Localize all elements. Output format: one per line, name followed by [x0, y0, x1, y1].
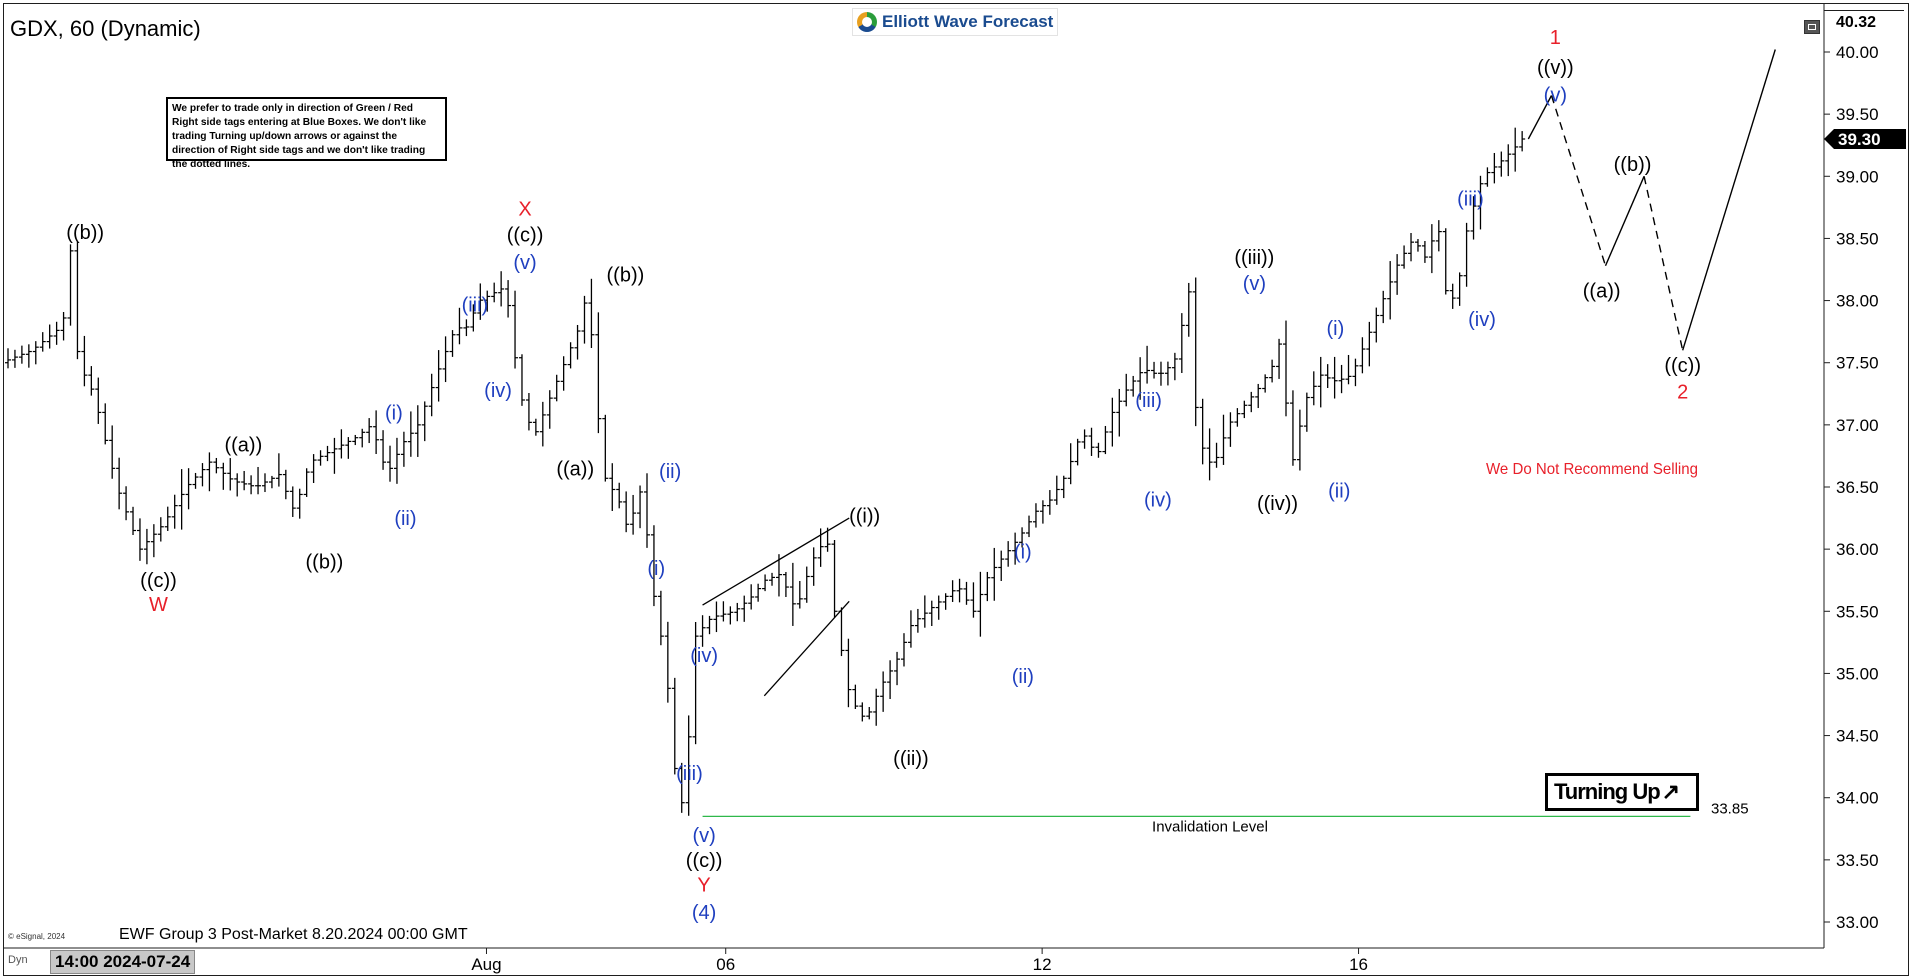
wave-label: (iv)	[1468, 309, 1496, 331]
wave-label: ((a))	[556, 458, 594, 480]
recommendation-text: We Do Not Recommend Selling	[1486, 461, 1698, 478]
y-tick-label: 34.00	[1836, 789, 1879, 808]
projection-solid-segment	[1527, 95, 1553, 140]
y-tick-label: 37.50	[1836, 354, 1879, 373]
wave-label: (iv)	[1144, 489, 1172, 511]
wave-label: (iii)	[462, 294, 489, 316]
y-high-divider	[1824, 10, 1904, 11]
dyn-label: Dyn	[8, 954, 28, 966]
wave-label: ((b))	[1614, 154, 1652, 176]
wave-label: X	[518, 199, 531, 221]
cursor-time-readout: 14:00 2024-07-24	[50, 950, 196, 974]
wave-label: (4)	[692, 902, 716, 924]
logo-swoosh-icon	[857, 12, 877, 32]
wave-label: (v)	[692, 825, 715, 847]
last-price-tag: 39.30	[1824, 129, 1906, 149]
y-tick-label: 33.00	[1836, 913, 1879, 932]
wave-label: (ii)	[1328, 481, 1350, 503]
wave-label: (ii)	[659, 461, 681, 483]
wave-label: (i)	[1327, 318, 1345, 340]
x-tick-label: 16	[1349, 955, 1368, 974]
turning-up-badge: Turning Up↗	[1545, 773, 1699, 811]
wave-label: ((iv))	[1257, 493, 1298, 515]
y-tick-label: 39.50	[1836, 105, 1879, 124]
wave-label: (i)	[647, 558, 665, 580]
wave-label: (v)	[513, 252, 536, 274]
invalidation-text: Invalidation Level	[1152, 818, 1268, 835]
wave-label: 2	[1677, 381, 1688, 403]
wave-label: ((b))	[607, 264, 645, 286]
channel-line	[702, 517, 850, 606]
x-tick-label: 12	[1033, 955, 1052, 974]
diagonal-channel	[702, 517, 850, 697]
projection-dashed-segment	[1643, 176, 1684, 351]
y-tick-label: 35.00	[1836, 664, 1879, 683]
wave-label: ((c))	[686, 850, 723, 872]
chart-symbol-title: GDX, 60 (Dynamic)	[10, 16, 201, 41]
channel-line	[763, 600, 850, 697]
chart-footer-title: EWF Group 3 Post-Market 8.20.2024 00:00 …	[119, 926, 468, 943]
y-tick-label: 38.50	[1836, 229, 1879, 248]
last-price-tag-shape	[1824, 129, 1906, 149]
turning-up-label: Turning Up	[1554, 779, 1661, 804]
wave-label: ((a))	[1583, 281, 1621, 303]
wave-label: ((ii))	[893, 748, 929, 770]
wave-label: (iv)	[484, 380, 512, 402]
invalidation-value-label: 33.85	[1711, 800, 1749, 817]
last-price-tag-label: 39.30	[1838, 130, 1881, 149]
wave-label: W	[149, 594, 168, 616]
wave-label: (ii)	[394, 508, 416, 530]
projection-solid-segment	[1682, 49, 1776, 351]
y-tick-label: 35.50	[1836, 602, 1879, 621]
brand-logo: Elliott Wave Forecast	[852, 8, 1059, 36]
y-high-label: 40.32	[1836, 14, 1876, 31]
wave-label: ((c))	[1664, 355, 1701, 377]
window-restore-icon[interactable]	[1804, 20, 1820, 34]
projection-solid-segment	[1604, 176, 1645, 267]
projection-dashed-segment	[1550, 95, 1607, 266]
x-tick-label: 06	[716, 955, 735, 974]
y-tick-label: 36.00	[1836, 540, 1879, 559]
wave-label: ((v))	[1537, 57, 1574, 79]
wave-label: ((c))	[507, 225, 544, 247]
x-tick-label: Aug	[471, 955, 501, 974]
wave-label: (iii)	[1135, 390, 1162, 412]
wave-label: ((a))	[224, 435, 262, 457]
wave-label: ((c))	[140, 570, 177, 592]
wave-label: 1	[1550, 27, 1561, 49]
y-tick-label: 38.00	[1836, 292, 1879, 311]
price-bars	[5, 127, 1526, 816]
wave-label: (v)	[1544, 84, 1567, 106]
wave-label: (iii)	[1457, 189, 1484, 211]
wave-label: (v)	[1243, 273, 1266, 295]
wave-label: (i)	[385, 402, 403, 424]
wave-label: (iv)	[690, 645, 718, 667]
wave-label: ((b))	[66, 222, 104, 244]
trading-disclaimer-box: We prefer to trade only in direction of …	[166, 97, 447, 170]
esignal-copyright: © eSignal, 2024	[8, 932, 66, 941]
x-axis-ticks: Aug 06 12 16	[471, 948, 1368, 974]
wave-labels: ((b))((c))W((a))((b))(i)(ii)(iii)(iv)X((…	[66, 27, 1701, 924]
wave-label: (ii)	[1012, 666, 1034, 688]
y-tick-label: 40.00	[1836, 43, 1879, 62]
y-tick-label: 36.50	[1836, 478, 1879, 497]
projection-path	[1527, 49, 1776, 351]
y-tick-label: 34.50	[1836, 727, 1879, 746]
y-tick-label: 37.00	[1836, 416, 1879, 435]
arrow-up-right-icon: ↗	[1661, 779, 1680, 804]
y-axis-ticks: 33.00 33.50 34.00 34.50 35.00 35.50 36.00 36.50…	[1824, 10, 1904, 932]
wave-label: ((b))	[306, 552, 344, 574]
wave-label: ((iii))	[1234, 247, 1274, 269]
wave-label: ((i))	[849, 506, 880, 528]
logo-text: Elliott Wave Forecast	[882, 12, 1054, 31]
invalidation-level: 33.85 Invalidation Level	[702, 800, 1749, 835]
y-tick-label: 39.00	[1836, 167, 1879, 186]
wave-label: (iii)	[676, 763, 703, 785]
wave-label: Y	[697, 875, 710, 897]
y-tick-label: 33.50	[1836, 851, 1879, 870]
wave-label: (i)	[1014, 542, 1032, 564]
